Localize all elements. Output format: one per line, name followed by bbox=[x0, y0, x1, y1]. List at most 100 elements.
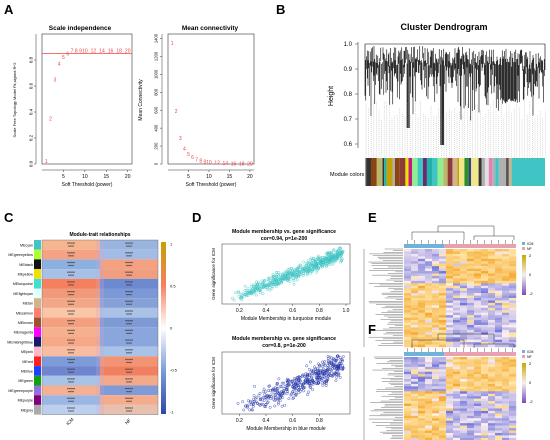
heatmap-cell bbox=[425, 288, 433, 291]
heatmap-cell bbox=[495, 388, 503, 392]
heatmap-cell bbox=[446, 327, 454, 331]
heatmap-cell bbox=[432, 410, 440, 414]
heatmap-cell bbox=[502, 430, 510, 434]
heatmap-cell bbox=[488, 437, 496, 440]
heatmap-cell bbox=[453, 258, 461, 262]
heatmap-cell bbox=[439, 266, 447, 269]
heatmap-cell bbox=[460, 302, 468, 306]
heatmap-cell bbox=[502, 305, 510, 308]
heatmap-cell bbox=[495, 315, 503, 318]
cell-annotation bbox=[126, 381, 132, 383]
heatmap-cell bbox=[418, 266, 426, 269]
heatmap-cell bbox=[481, 290, 489, 294]
heatmap-cell bbox=[488, 361, 496, 365]
heatmap-cell bbox=[474, 268, 482, 272]
heatmap-cell bbox=[474, 423, 482, 426]
heatmap-cell bbox=[495, 280, 503, 284]
heatmap-cell bbox=[495, 329, 503, 333]
heatmap-cell bbox=[460, 278, 468, 282]
heatmap-cell bbox=[460, 428, 468, 431]
heatmap-cell bbox=[481, 253, 489, 257]
cell-annotation bbox=[67, 349, 75, 351]
scatter-point bbox=[315, 262, 319, 265]
color-scale-label: 0.5 bbox=[170, 284, 176, 289]
scatter-point bbox=[270, 388, 274, 392]
heatmap-cell bbox=[460, 275, 468, 279]
cell-annotation bbox=[67, 261, 75, 264]
heatmap-cell bbox=[481, 288, 489, 291]
heatmap-cell bbox=[488, 266, 496, 269]
heatmap-cell bbox=[453, 285, 461, 289]
heatmap-cell bbox=[425, 251, 433, 255]
scatter-point bbox=[310, 376, 314, 380]
heatmap-cell bbox=[509, 256, 517, 259]
heatmap-cell bbox=[425, 266, 433, 269]
heatmap-cell bbox=[42, 249, 100, 260]
y-tick-label: 1000 bbox=[154, 69, 159, 79]
module-label: MEgreen bbox=[18, 379, 33, 383]
cell-annotation bbox=[68, 400, 74, 402]
heatmap-cell bbox=[509, 401, 517, 404]
heatmap-cell bbox=[411, 320, 419, 323]
data-point-label: 3 bbox=[179, 136, 182, 142]
cell-annotation bbox=[125, 358, 133, 361]
heatmap-cell bbox=[467, 415, 475, 419]
heatmap-cell bbox=[453, 337, 461, 340]
heatmap-cell bbox=[446, 312, 454, 316]
heatmap-cell bbox=[425, 357, 433, 360]
y-tick-label: 0.0 bbox=[29, 160, 34, 167]
heatmap-cell bbox=[460, 261, 468, 264]
heatmap-cell bbox=[42, 240, 100, 250]
heatmap-cell bbox=[467, 268, 475, 272]
heatmap-cell bbox=[502, 342, 510, 345]
heatmap-cell bbox=[467, 329, 475, 333]
y-tick-label: 800 bbox=[154, 88, 159, 96]
heatmap-cell bbox=[446, 307, 454, 311]
module-color-swatch bbox=[34, 404, 41, 415]
scatter-point bbox=[283, 270, 287, 274]
cell-annotation bbox=[126, 400, 132, 402]
mm-gs-blue-plot: Module membership vs. gene significance … bbox=[211, 336, 351, 432]
heatmap-cell bbox=[453, 398, 461, 402]
cell-annotation bbox=[125, 291, 133, 293]
heatmap-cell bbox=[439, 374, 447, 377]
heatmap-cell bbox=[411, 359, 419, 363]
heatmap-cell bbox=[425, 410, 433, 414]
heatmap-cell bbox=[460, 369, 468, 372]
heatmap-cell-blend bbox=[96, 249, 104, 260]
scatter-point bbox=[287, 383, 291, 387]
scatter-point bbox=[290, 380, 294, 383]
scatter-point bbox=[256, 283, 259, 287]
plot-title: Module membership vs. gene significance bbox=[232, 336, 336, 342]
cell-annotation bbox=[126, 284, 132, 286]
scatter-point bbox=[332, 249, 336, 252]
heatmap-cell bbox=[411, 312, 419, 316]
heatmap-cell bbox=[481, 300, 489, 304]
heatmap-cell bbox=[100, 366, 158, 376]
heatmap-cell bbox=[509, 379, 517, 382]
heatmap-cell bbox=[481, 342, 489, 345]
scatter-point bbox=[327, 362, 331, 366]
heatmap-cell bbox=[509, 339, 517, 343]
heatmap-cell bbox=[439, 283, 447, 286]
scatter-point bbox=[313, 371, 317, 375]
module-color-segment bbox=[399, 158, 406, 186]
heatmap-cell bbox=[446, 258, 454, 262]
scatter-point bbox=[302, 266, 305, 270]
heatmap-cell bbox=[453, 432, 461, 436]
heatmap-cell bbox=[425, 401, 433, 404]
heatmap-cell bbox=[495, 364, 503, 367]
color-key-label: 0 bbox=[529, 272, 532, 277]
cell-annotation bbox=[68, 332, 74, 334]
scatter-point bbox=[330, 371, 333, 375]
heatmap-cell bbox=[404, 376, 412, 380]
heatmap-cell bbox=[418, 344, 426, 348]
heatmap-cell bbox=[439, 381, 447, 385]
heatmap-cell bbox=[509, 408, 517, 412]
color-key-label: -2 bbox=[529, 399, 533, 404]
heatmap-cell bbox=[404, 320, 412, 323]
data-point-label: 18 bbox=[116, 49, 122, 55]
heatmap-cell bbox=[509, 413, 517, 416]
scatter-point bbox=[263, 405, 266, 408]
heatmap-cell bbox=[481, 315, 489, 318]
